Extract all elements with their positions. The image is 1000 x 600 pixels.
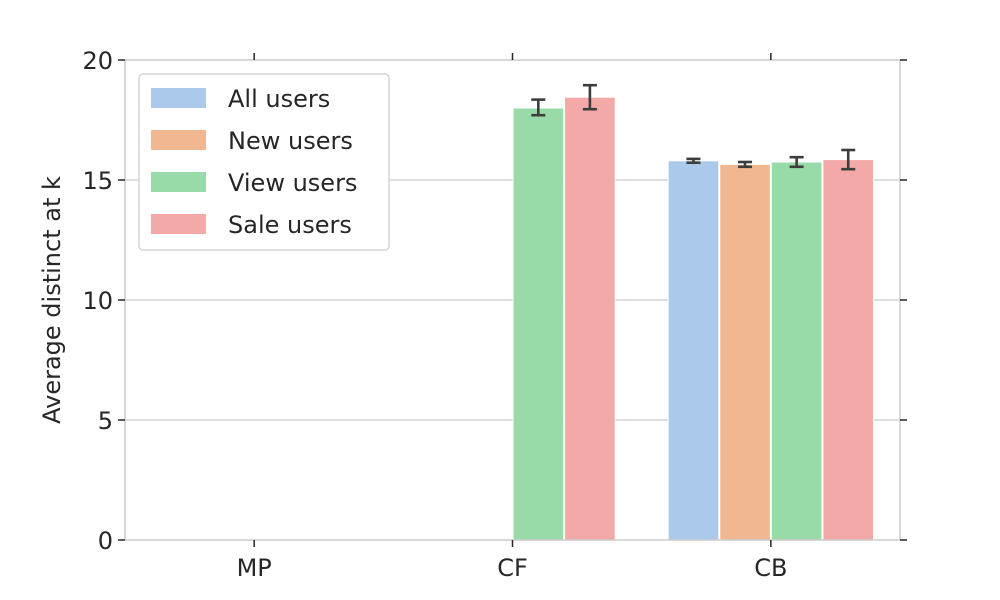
legend-label: New users: [228, 127, 353, 155]
y-tick-label: 5: [98, 407, 113, 435]
y-tick-label: 0: [98, 527, 113, 555]
bars: [512, 96, 875, 541]
y-tick-label: 10: [82, 287, 113, 315]
legend-box: [138, 73, 390, 251]
bar: [667, 160, 720, 541]
axis-ticks: 0 5 10 15 20 MP CF CB: [82, 47, 907, 582]
y-tick-label: 15: [82, 167, 113, 195]
error-bars: [531, 83, 856, 171]
bar: [719, 163, 771, 541]
legend-label: View users: [228, 169, 357, 197]
y-tick-label: 20: [82, 47, 113, 75]
legend-label: Sale users: [228, 211, 352, 239]
bar: [564, 96, 616, 541]
legend-swatch: [151, 130, 206, 150]
bar: [770, 161, 823, 541]
legend-swatch: [151, 214, 206, 234]
bar: [822, 159, 875, 541]
bar: [512, 107, 565, 541]
legend-swatch: [151, 88, 206, 108]
legend-swatch: [151, 172, 206, 192]
x-tick-label: CB: [754, 554, 787, 582]
legend: All users New users View users Sale users: [138, 73, 390, 251]
y-axis-label: Average distinct at k: [38, 176, 66, 424]
x-tick-label: CF: [497, 554, 528, 582]
x-tick-label: MP: [237, 554, 272, 582]
legend-label: All users: [228, 85, 330, 113]
